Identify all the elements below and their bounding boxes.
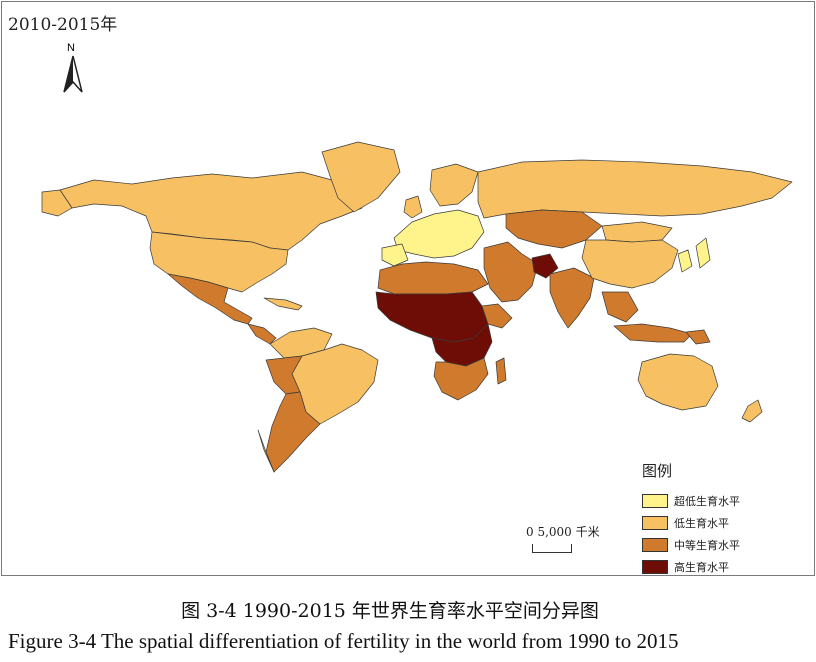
region-russia: [477, 159, 793, 219]
map-legend: 图例 超低生育水平 低生育水平 中等生育水平 高生育水平: [642, 460, 812, 575]
legend-item-ultra-low: 超低生育水平: [642, 491, 812, 511]
legend-item-medium: 中等生育水平: [642, 535, 812, 555]
legend-swatch: [642, 516, 668, 530]
region-japan: [695, 237, 711, 269]
region-sahel: [375, 291, 489, 343]
region-scandinavia: [429, 163, 479, 207]
caption-english: Figure 3-4 The spatial differentiation o…: [8, 629, 679, 653]
region-horn-africa: [481, 303, 513, 329]
region-southeast-asia: [601, 291, 639, 323]
region-png: [685, 329, 711, 345]
legend-title: 图例: [642, 462, 673, 480]
region-indonesia: [613, 323, 693, 343]
region-andes: [265, 355, 303, 395]
scale-label: 0 5,000 千米: [526, 525, 600, 539]
region-central-africa: [431, 323, 493, 367]
legend-label: 超低生育水平: [674, 495, 740, 508]
legend-item-low: 低生育水平: [642, 513, 812, 533]
legend-swatch: [642, 494, 668, 508]
north-arrow-icon: [63, 55, 83, 93]
period-title: 2010-2015年: [8, 15, 118, 35]
region-afghanistan: [531, 253, 559, 279]
region-chile-tip: [257, 429, 275, 473]
legend-swatch: [642, 538, 668, 552]
region-caribbean: [263, 297, 303, 311]
legend-label: 低生育水平: [674, 517, 729, 530]
scale-bar: [532, 544, 572, 553]
caption-chinese: 图 3-4 1990-2015 年世界生育率水平空间分异图: [181, 600, 599, 622]
region-southern-cone: [265, 391, 321, 473]
region-southern-africa: [433, 357, 489, 401]
legend-label: 中等生育水平: [674, 539, 740, 552]
region-new-zealand: [741, 399, 763, 423]
region-australia: [637, 353, 719, 411]
north-label: N: [67, 42, 75, 54]
region-madagascar: [495, 357, 507, 385]
region-mongolia: [601, 221, 673, 243]
region-central-america: [247, 323, 277, 345]
region-india: [549, 267, 595, 329]
map-frame: 2010-2015年 N 图例 超低生育水平 低生育水平 中等生育水平 高生育水…: [1, 1, 815, 576]
north-arrow: N: [58, 42, 88, 97]
region-canada: [59, 171, 363, 251]
legend-label: 高生育水平: [674, 561, 729, 574]
legend-swatch: [642, 560, 668, 574]
region-iberia: [381, 243, 409, 267]
region-greenland: [321, 141, 401, 213]
world-map: [41, 141, 793, 473]
region-central-asia: [505, 209, 603, 249]
region-china: [581, 239, 679, 289]
region-north-africa: [377, 261, 489, 295]
region-uk: [403, 195, 423, 219]
region-middle-east: [483, 241, 539, 303]
region-mexico: [167, 273, 253, 325]
legend-item-high: 高生育水平: [642, 557, 812, 575]
region-korea-japan: [677, 249, 693, 273]
region-alaska: [41, 189, 73, 217]
region-western-europe: [393, 209, 485, 259]
